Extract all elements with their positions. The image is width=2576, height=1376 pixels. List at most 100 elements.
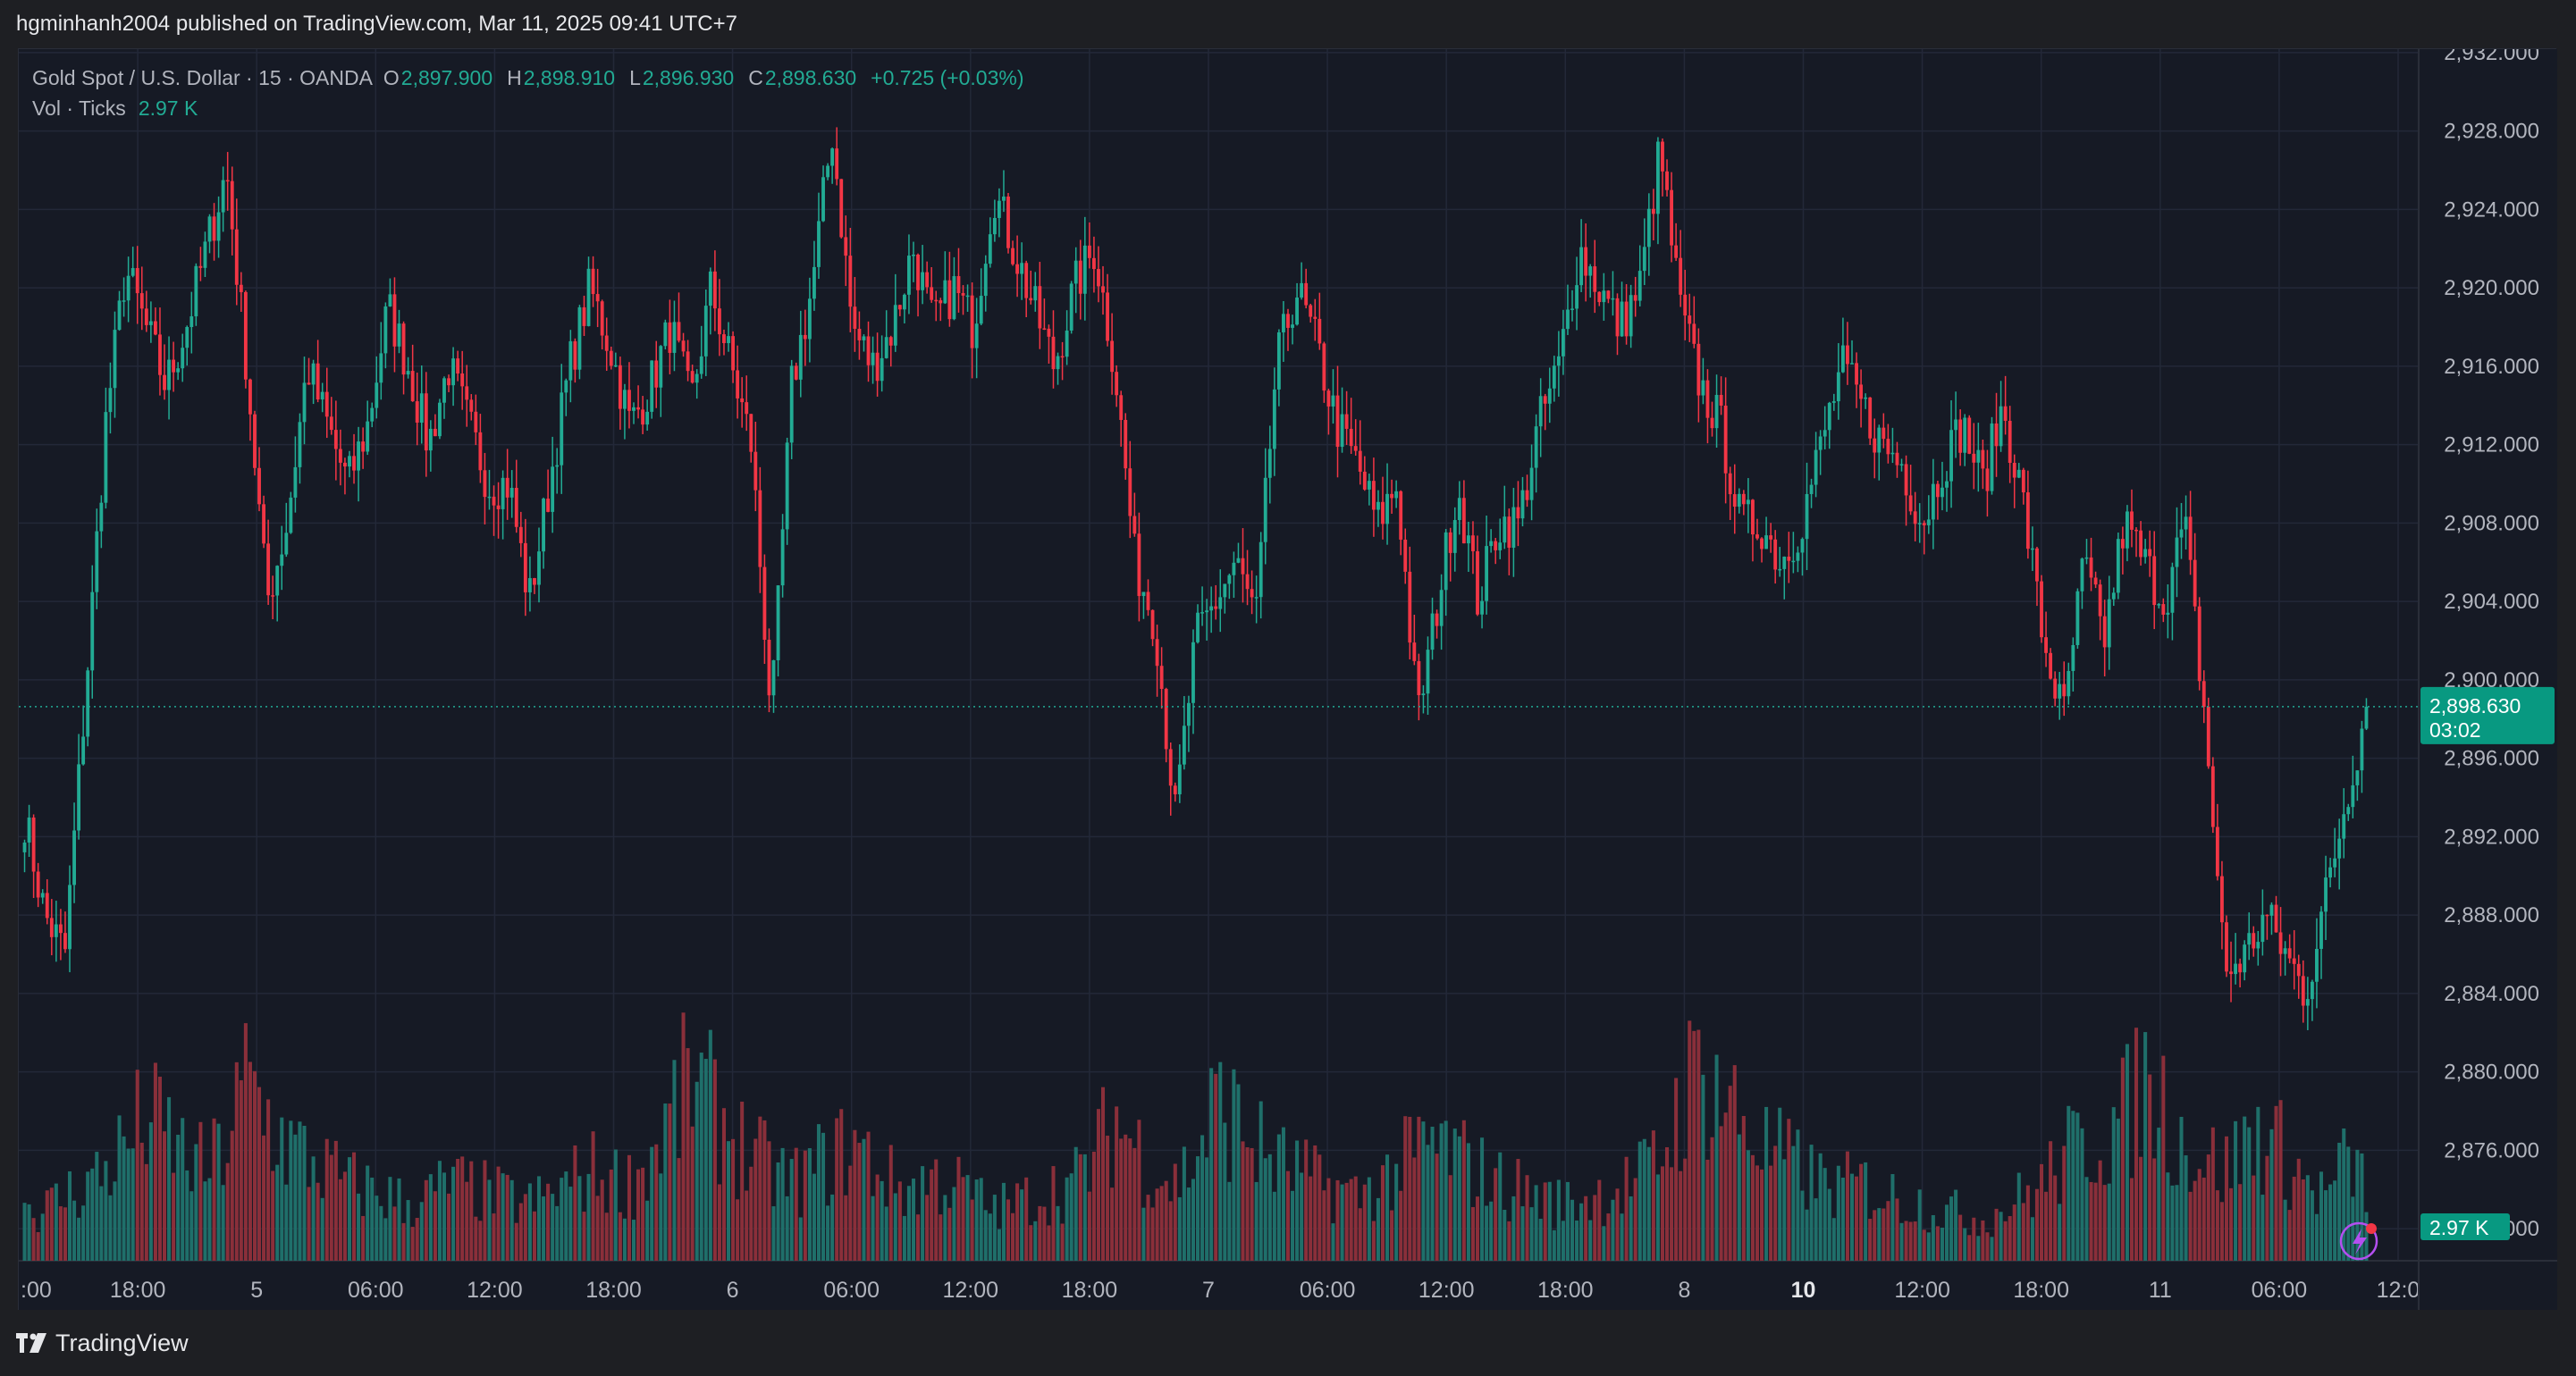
candle-body[interactable] xyxy=(1227,575,1232,584)
candle-body[interactable] xyxy=(1741,493,1746,505)
candle-body[interactable] xyxy=(2229,971,2233,975)
candle-body[interactable] xyxy=(1602,290,1606,303)
candle-body[interactable] xyxy=(1408,571,1412,643)
candle-body[interactable] xyxy=(2283,948,2287,954)
candle-body[interactable] xyxy=(1421,693,1426,696)
candle-body[interactable] xyxy=(712,271,717,309)
candle-body[interactable] xyxy=(1575,285,1578,309)
candle-body[interactable] xyxy=(1471,535,1475,551)
candle-body[interactable] xyxy=(2215,826,2219,877)
candle-body[interactable] xyxy=(1791,560,1796,563)
candle-body[interactable] xyxy=(807,298,812,340)
candle-body[interactable] xyxy=(1011,248,1014,264)
candle-body[interactable] xyxy=(45,893,49,919)
candle-body[interactable] xyxy=(1205,610,1209,613)
candle-body[interactable] xyxy=(474,411,478,432)
candle-body[interactable] xyxy=(2210,766,2215,827)
candle-body[interactable] xyxy=(956,276,961,294)
candle-body[interactable] xyxy=(383,306,388,354)
candle-body[interactable] xyxy=(1304,282,1309,306)
candle-body[interactable] xyxy=(1024,263,1029,298)
candle-body[interactable] xyxy=(492,496,496,506)
candle-body[interactable] xyxy=(1908,495,1913,512)
candle-body[interactable] xyxy=(2346,807,2351,815)
candle-body[interactable] xyxy=(1362,471,1367,490)
candle-body[interactable] xyxy=(736,370,740,399)
candle-body[interactable] xyxy=(1556,356,1561,366)
candle-body[interactable] xyxy=(1340,414,1344,448)
candle-body[interactable] xyxy=(1150,609,1155,640)
candle-body[interactable] xyxy=(2107,599,2111,648)
candle-body[interactable] xyxy=(1633,295,1637,301)
candle-body[interactable] xyxy=(1038,286,1042,329)
candle-body[interactable] xyxy=(1200,612,1204,614)
last-price-tag[interactable] xyxy=(2420,686,2555,744)
candle-body[interactable] xyxy=(130,268,135,276)
candle-body[interactable] xyxy=(2120,539,2125,549)
candle-body[interactable] xyxy=(234,229,239,285)
candle-body[interactable] xyxy=(1223,583,1227,598)
candle-body[interactable] xyxy=(1710,417,1714,429)
candle-body[interactable] xyxy=(703,306,708,357)
candle-body[interactable] xyxy=(77,764,81,831)
candle-body[interactable] xyxy=(1755,534,1759,539)
candle-body[interactable] xyxy=(428,428,433,451)
candle-body[interactable] xyxy=(68,885,72,950)
candle-body[interactable] xyxy=(1809,484,1814,494)
candle-body[interactable] xyxy=(239,284,243,292)
candle-body[interactable] xyxy=(2053,678,2058,699)
candle-body[interactable] xyxy=(568,340,573,381)
candle-body[interactable] xyxy=(708,271,712,306)
candle-body[interactable] xyxy=(1254,597,1259,599)
candle-body[interactable] xyxy=(90,592,95,671)
candle-body[interactable] xyxy=(595,294,600,302)
candle-body[interactable] xyxy=(1124,419,1128,469)
candle-body[interactable] xyxy=(699,356,703,374)
candle-body[interactable] xyxy=(1115,372,1119,396)
candle-body[interactable] xyxy=(257,467,261,505)
candle-body[interactable] xyxy=(1566,309,1570,330)
candle-body[interactable] xyxy=(1191,642,1195,703)
candle-body[interactable] xyxy=(284,533,289,555)
candle-body[interactable] xyxy=(135,268,139,294)
candle-body[interactable] xyxy=(2062,684,2067,697)
candle-body[interactable] xyxy=(2243,944,2247,973)
candle-body[interactable] xyxy=(518,526,523,543)
candle-body[interactable] xyxy=(36,871,40,898)
candle-body[interactable] xyxy=(618,365,622,409)
candle-body[interactable] xyxy=(348,456,351,467)
candle-body[interactable] xyxy=(1300,282,1304,298)
candle-body[interactable] xyxy=(460,373,465,387)
candle-body[interactable] xyxy=(1584,247,1588,276)
candle-body[interactable] xyxy=(718,308,721,335)
candle-body[interactable] xyxy=(451,358,456,386)
candle-body[interactable] xyxy=(58,924,63,934)
candle-body[interactable] xyxy=(1399,491,1403,540)
candle-body[interactable] xyxy=(95,531,99,592)
candle-body[interactable] xyxy=(442,378,446,403)
candle-body[interactable] xyxy=(167,359,171,390)
candle-body[interactable] xyxy=(2364,706,2369,729)
candle-body[interactable] xyxy=(357,441,361,471)
candle-body[interactable] xyxy=(817,221,821,267)
candle-body[interactable] xyxy=(1570,308,1574,310)
candle-body[interactable] xyxy=(1367,481,1371,490)
candle-body[interactable] xyxy=(1561,329,1565,357)
candle-body[interactable] xyxy=(1674,245,1679,258)
candle-body[interactable] xyxy=(415,401,419,424)
candle-body[interactable] xyxy=(316,363,320,400)
candle-body[interactable] xyxy=(509,488,514,498)
candle-body[interactable] xyxy=(1976,449,1981,463)
candle-body[interactable] xyxy=(361,441,366,452)
candle-body[interactable] xyxy=(546,499,551,512)
candle-body[interactable] xyxy=(2256,942,2260,949)
candle-body[interactable] xyxy=(672,322,677,353)
candle-body[interactable] xyxy=(2292,958,2296,964)
candle-body[interactable] xyxy=(1773,539,1778,570)
candle-body[interactable] xyxy=(1818,436,1823,450)
candle-body[interactable] xyxy=(2360,728,2364,771)
candle-body[interactable] xyxy=(641,409,645,425)
candle-body[interactable] xyxy=(844,237,848,256)
candle-body[interactable] xyxy=(2067,670,2071,697)
candle-body[interactable] xyxy=(1272,389,1276,449)
